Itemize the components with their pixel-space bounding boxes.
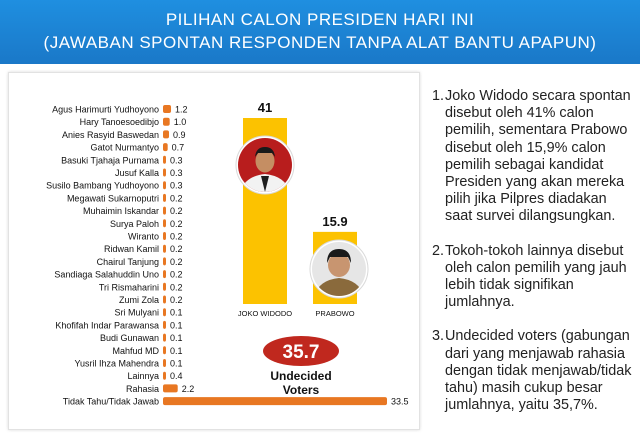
hbar-category-label: Ridwan Kamil <box>104 244 159 254</box>
hbar-bar <box>163 130 170 139</box>
hbar-bar <box>163 282 166 291</box>
hbar-value-label: 0.9 <box>173 130 186 140</box>
hbar-category-label: Budi Gunawan <box>100 333 159 343</box>
hbar-category-label: Zumi Zola <box>119 295 159 305</box>
note-2-number: 2. <box>432 242 445 259</box>
note-2-text: Tokoh-tokoh lainnya disebut oleh calon p… <box>445 242 627 311</box>
hbar-bar <box>163 168 166 177</box>
hbar-bar <box>163 105 172 113</box>
hbar-category-label: Tidak Tahu/Tidak Jawab <box>63 397 159 407</box>
hbar-bar <box>163 333 166 342</box>
hbar-category-label: Chairul Tanjung <box>97 257 159 267</box>
hbar-category-label: Sri Mulyani <box>114 308 159 318</box>
hbar-bar <box>163 257 166 266</box>
hbar-category-label: Tri Rismaharini <box>99 282 159 292</box>
note-3: 3. Undecided voters (gabungan dari yang … <box>432 328 636 414</box>
hbar-category-label: Wiranto <box>128 232 159 242</box>
vbar-value-label: 15.9 <box>322 214 347 229</box>
notes-panel: 1. Joko Widodo secara spontan disebut ol… <box>432 88 636 431</box>
note-3-text: Undecided voters (gabungan dari yang men… <box>445 328 632 414</box>
hbar-category-label: Gatot Nurmantyo <box>90 143 159 153</box>
hbar-value-label: 0.2 <box>170 232 183 242</box>
candidate-bar-chart: Agus Harimurti Yudhoyono 1.2 Hary Tanoesoe… <box>46 105 408 407</box>
hbar-bar <box>163 371 166 380</box>
hbar-category-label: Mahfud MD <box>112 346 159 356</box>
hbar-value-label: 0.2 <box>170 206 183 216</box>
header-banner: PILIHAN CALON PRESIDEN HARI INI (JAWABAN… <box>0 0 640 64</box>
hbar-bar <box>163 359 166 367</box>
hbar-category-label: Jusuf Kalla <box>115 168 159 178</box>
hbar-value-label: 0.3 <box>170 181 183 191</box>
hbar-bar <box>163 117 170 126</box>
hbar-bar <box>163 244 166 253</box>
hbar-value-label: 0.1 <box>170 359 183 369</box>
hbar-value-label: 0.2 <box>170 295 183 305</box>
vbar-value-label: 41 <box>258 100 272 115</box>
hbar-bar <box>163 232 166 240</box>
note-1-text: Joko Widodo secara spontan disebut oleh … <box>445 88 631 225</box>
hbar-bar <box>163 206 166 215</box>
hbar-value-label: 1.0 <box>174 117 187 127</box>
note-1: 1. Joko Widodo secara spontan disebut ol… <box>432 88 636 226</box>
hbar-value-label: 33.5 <box>391 397 409 407</box>
hbar-bar <box>163 397 387 406</box>
hbar-value-label: 0.2 <box>170 270 183 280</box>
undecided-badge: 35.7 Undecided Voters <box>263 336 339 397</box>
hbar-value-label: 0.1 <box>170 333 183 343</box>
jokowi-portrait <box>235 135 295 195</box>
hbar-category-label: Sandiaga Salahuddin Uno <box>54 270 159 280</box>
hbar-category-label: Muhaimin Iskandar <box>83 206 159 216</box>
page-subtitle: (JAWABAN SPONTAN RESPONDEN TANPA ALAT BA… <box>43 33 597 52</box>
prabowo-portrait <box>309 239 369 299</box>
hbar-bar <box>163 320 166 329</box>
hbar-value-label: 0.2 <box>170 193 183 203</box>
vbar-category-label: JOKO WIDODO <box>238 309 292 318</box>
hbar-category-label: Anies Rasyid Baswedan <box>62 130 159 140</box>
hbar-value-label: 0.3 <box>170 155 183 165</box>
hbar-value-label: 0.2 <box>170 282 183 292</box>
hbar-value-label: 0.1 <box>170 308 183 318</box>
hbar-value-label: 0.3 <box>170 168 183 178</box>
hbar-category-label: Megawati Sukarnoputri <box>67 193 159 203</box>
hbar-value-label: 0.2 <box>170 257 183 267</box>
hbar-value-label: 0.7 <box>172 143 185 153</box>
undecided-label-line2: Voters <box>283 383 320 397</box>
page-title: PILIHAN CALON PRESIDEN HARI INI <box>165 10 475 29</box>
note-1-number: 1. <box>432 88 445 104</box>
hbar-value-label: 0.4 <box>170 371 183 381</box>
hbar-category-label: Susilo Bambang Yudhoyono <box>46 181 159 191</box>
hbar-bar <box>163 270 166 279</box>
note-3-number: 3. <box>432 328 445 345</box>
note-2: 2. Tokoh-tokoh lainnya disebut oleh calo… <box>432 243 636 312</box>
hbar-value-label: 0.1 <box>170 346 183 356</box>
hbar-category-label: Yusril Ihza Mahendra <box>74 359 159 369</box>
hbar-bar <box>163 143 168 152</box>
hbar-category-label: Hary Tanoesoedibjo <box>80 117 159 127</box>
hbar-value-label: 0.2 <box>170 244 183 254</box>
hbar-bar <box>163 155 166 164</box>
hbar-category-label: Agus Harimurti Yudhoyono <box>52 105 159 115</box>
hbar-value-label: 0.2 <box>170 219 183 229</box>
hbar-category-label: Surya Paloh <box>110 219 159 229</box>
hbar-bar <box>163 219 166 228</box>
hbar-value-label: 0.1 <box>170 320 183 330</box>
hbar-category-label: Basuki Tjahaja Purnama <box>61 155 159 165</box>
undecided-value: 35.7 <box>283 342 320 363</box>
hbar-bar <box>163 295 166 304</box>
hbar-bar <box>163 193 166 202</box>
chart-panel: Agus Harimurti Yudhoyono 1.2 Hary Tanoesoe… <box>8 72 420 430</box>
undecided-label-line1: Undecided <box>270 369 331 383</box>
hbar-category-label: Lainnya <box>127 371 159 381</box>
hbar-value-label: 1.2 <box>175 105 188 115</box>
hbar-bar <box>163 384 178 393</box>
chart-area: Agus Harimurti Yudhoyono 1.2 Hary Tanoesoe… <box>46 100 408 407</box>
hbar-category-label: Khofifah Indar Parawansa <box>55 320 159 330</box>
hbar-bar <box>163 181 166 190</box>
hbar-value-label: 2.2 <box>182 384 195 394</box>
hbar-bar <box>163 346 166 355</box>
vbar-category-label: PRABOWO <box>315 309 354 318</box>
hbar-category-label: Rahasia <box>126 384 159 394</box>
hbar-bar <box>163 308 166 317</box>
